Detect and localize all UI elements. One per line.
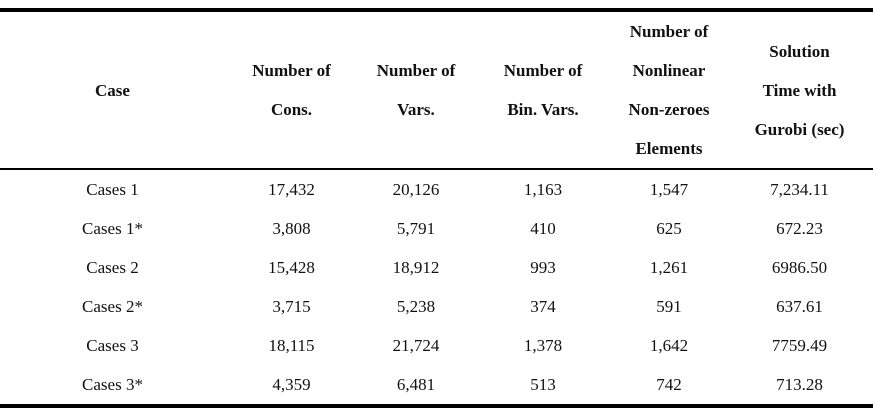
col-header-nonlinear-nonzeroes: Number of Nonlinear Non-zeroes Elements	[612, 10, 726, 169]
table-row: Cases 2* 3,715 5,238 374 591 637.61	[0, 287, 873, 326]
cell-solution-time: 713.28	[776, 375, 823, 395]
cell-cons: 3,808	[272, 219, 311, 239]
table-row: Cases 3* 4,359 6,481 513 742 713.28	[0, 365, 873, 406]
cell-cons: 18,115	[268, 336, 315, 356]
cell-solution-time: 7,234.11	[770, 180, 829, 200]
cell-nonlinear-nonzeroes: 1,261	[649, 258, 689, 278]
cell-case: Cases 3	[86, 336, 139, 356]
cell-vars: 18,912	[392, 258, 440, 278]
col-header-number-of-bin-vars: Number of Bin. Vars.	[474, 10, 612, 169]
cell-cons: 15,428	[268, 258, 315, 278]
cell-bin-vars: 993	[530, 258, 556, 278]
header-line: Number of	[629, 22, 709, 41]
header-line: Number of	[252, 61, 331, 81]
cell-case: Cases 3*	[82, 375, 143, 395]
cell-vars: 6,481	[396, 375, 436, 395]
table-row: Cases 3 18,115 21,724 1,378 1,642 7759.4…	[0, 326, 873, 365]
header-line: Solution	[769, 41, 830, 61]
header-line: Nonlinear	[632, 61, 706, 81]
cell-solution-time: 7759.49	[771, 336, 828, 356]
header-line: Vars.	[397, 100, 435, 120]
cell-bin-vars: 1,378	[523, 336, 563, 356]
table-body: Cases 1 17,432 20,126 1,163 1,547 7,234.…	[0, 169, 873, 406]
header-line: Number of	[376, 61, 456, 81]
cell-cons: 4,359	[272, 375, 311, 395]
header-line: Number of	[503, 61, 583, 81]
cell-nonlinear-nonzeroes: 1,547	[649, 180, 689, 200]
cell-case: Cases 1*	[82, 219, 143, 239]
cell-case: Cases 1	[86, 180, 139, 200]
cell-nonlinear-nonzeroes: 625	[656, 219, 682, 239]
cell-bin-vars: 513	[530, 375, 556, 395]
col-header-number-of-vars: Number of Vars.	[358, 10, 474, 169]
col-header-number-of-cons: Number of Cons.	[225, 10, 358, 169]
header-line: Bin. Vars.	[507, 100, 579, 120]
cell-vars: 5,791	[396, 219, 436, 239]
table-row: Cases 2 15,428 18,912 993 1,261 6986.50	[0, 248, 873, 287]
cell-bin-vars: 410	[530, 219, 556, 239]
table-row: Cases 1 17,432 20,126 1,163 1,547 7,234.…	[0, 169, 873, 209]
table-header: Case Number of Cons. Number of Vars. Num…	[0, 10, 873, 170]
cell-case: Cases 2*	[82, 297, 143, 317]
cell-solution-time: 672.23	[776, 219, 823, 239]
cell-nonlinear-nonzeroes: 1,642	[649, 336, 689, 356]
cell-solution-time: 637.61	[776, 297, 823, 317]
cell-bin-vars: 1,163	[523, 180, 563, 200]
cell-vars: 21,724	[392, 336, 440, 356]
cell-bin-vars: 374	[530, 297, 556, 317]
cell-cons: 17,432	[268, 180, 315, 200]
header-line: Time with	[762, 80, 837, 100]
cell-vars: 20,126	[392, 180, 440, 200]
cell-cons: 3,715	[272, 297, 311, 317]
table-container: Case Number of Cons. Number of Vars. Num…	[0, 8, 873, 409]
cell-vars: 5,238	[396, 297, 436, 317]
cell-case: Cases 2	[86, 258, 139, 278]
table-row: Cases 1* 3,808 5,791 410 625 672.23	[0, 209, 873, 248]
results-table: Case Number of Cons. Number of Vars. Num…	[0, 8, 873, 409]
header-line: Elements	[635, 139, 703, 159]
header-line: Cons.	[270, 100, 313, 120]
header-row: Case Number of Cons. Number of Vars. Num…	[0, 10, 873, 170]
cell-nonlinear-nonzeroes: 742	[656, 375, 682, 395]
header-line: Non-zeroes	[628, 100, 710, 120]
col-header-solution-time: Solution Time with Gurobi (sec)	[726, 10, 873, 169]
header-line: Gurobi (sec)	[754, 119, 845, 139]
cell-nonlinear-nonzeroes: 591	[656, 297, 682, 317]
header-line: Case	[95, 80, 130, 100]
cell-solution-time: 6986.50	[771, 258, 828, 278]
col-header-case: Case	[0, 10, 225, 169]
